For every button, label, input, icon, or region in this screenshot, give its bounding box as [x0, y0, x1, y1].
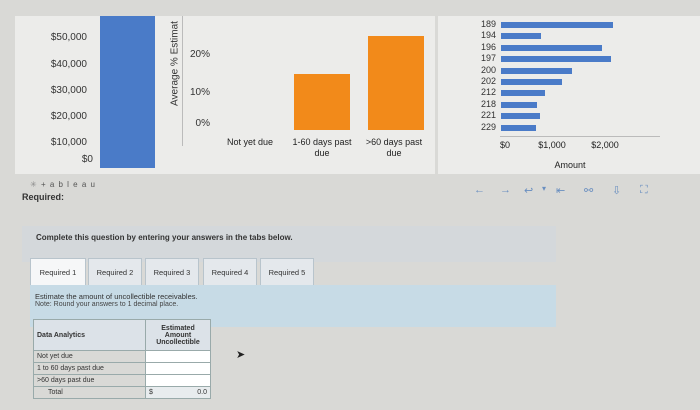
row-label: 229: [480, 121, 496, 132]
amount-hbar: [501, 33, 541, 40]
undo-icon[interactable]: ←: [474, 184, 485, 196]
tab-required-2[interactable]: Required 2: [88, 258, 142, 286]
row-label: Not yet due: [33, 350, 146, 363]
row-label: >60 days past due: [33, 374, 146, 387]
table-header: Data Analytics: [33, 319, 146, 351]
y-tick: $20,000: [50, 111, 87, 122]
y-tick: $30,000: [50, 85, 87, 96]
y-tick: $50,000: [50, 32, 87, 43]
share-icon[interactable]: ⚯: [584, 185, 594, 197]
y-axis-line: [182, 16, 183, 146]
amount-hbar: [501, 113, 541, 120]
x-tick-label: Not yet due: [226, 137, 274, 147]
tab-required-3[interactable]: Required 3: [145, 258, 199, 286]
y-tick: 10%: [189, 87, 210, 98]
row-label: 1 to 60 days past due: [33, 362, 146, 375]
x-tick: $2,000: [591, 140, 619, 150]
instruction-text: Complete this question by entering your …: [36, 233, 293, 242]
total-cell: $ 0.0: [145, 386, 211, 399]
amount-hbar: [501, 22, 614, 28]
y-tick: $10,000: [50, 137, 87, 148]
x-tick-label: >60 days past due: [365, 137, 423, 158]
tableau-mark-icon: ✳: [30, 180, 38, 189]
x-axis-label: Amount: [554, 160, 586, 170]
required-heading: Required:: [22, 192, 65, 202]
download-icon[interactable]: ⇩: [612, 185, 622, 197]
estimate-input-over-60[interactable]: [145, 374, 211, 387]
row-label: 196: [480, 41, 496, 52]
amount-hbar: [501, 90, 546, 97]
table-row: 1 to 60 days past due: [33, 362, 211, 375]
row-label: Total: [33, 386, 146, 399]
estimate-input-1-to-60[interactable]: [145, 362, 211, 375]
row-label: 221: [480, 110, 496, 121]
table-row: Not yet due: [33, 350, 211, 363]
x-tick: $0: [499, 140, 510, 150]
tab-required-1[interactable]: Required 1: [30, 258, 86, 286]
amount-hbar: [501, 44, 602, 51]
y-tick: $0: [81, 154, 93, 165]
amount-bar: [100, 16, 155, 168]
instruction-box: Complete this question by entering your …: [22, 226, 556, 262]
fullscreen-icon[interactable]: ⛶: [640, 184, 648, 196]
dropdown-icon[interactable]: ▾: [542, 184, 547, 193]
revert-icon[interactable]: ↩: [524, 185, 534, 197]
y-tick: $40,000: [50, 59, 87, 70]
amount-hbar: [501, 79, 563, 85]
row-label: 194: [480, 30, 496, 41]
pause-icon[interactable]: ⇤: [556, 185, 566, 197]
currency-sign: $: [149, 389, 153, 396]
x-tick: $1,000: [538, 140, 566, 150]
y-tick: 20%: [189, 49, 210, 60]
chart-panel-left: [15, 16, 435, 174]
pct-bar-1: [294, 73, 350, 130]
table-row: Total $ 0.0: [33, 386, 211, 399]
amount-hbar: [501, 124, 537, 131]
row-label: 212: [480, 87, 496, 98]
y-tick: 0%: [195, 118, 210, 129]
task-line-2: Note: Round your answers to 1 decimal pl…: [35, 301, 179, 308]
mouse-cursor-icon: ➤: [236, 349, 246, 361]
total-value: 0.0: [197, 389, 207, 396]
pct-bar-2: [368, 36, 424, 130]
estimate-input-not-yet-due[interactable]: [145, 350, 211, 363]
x-tick-label: 1-60 days past due: [292, 137, 352, 158]
amount-hbar: [501, 101, 537, 108]
row-label: 218: [480, 98, 496, 109]
task-line-1: Estimate the amount of uncollectible rec…: [35, 292, 198, 301]
y-axis-label: Average % Estimat: [169, 21, 181, 106]
redo-icon[interactable]: →: [500, 184, 511, 196]
tableau-logo: ✳ + a b l e a u: [30, 180, 96, 189]
row-label: 200: [480, 64, 496, 75]
table-header: Estimated Amount Uncollectible: [145, 319, 211, 351]
row-label: 202: [480, 76, 496, 86]
answer-table: Data Analytics Estimated Amount Uncollec…: [33, 319, 211, 399]
row-label: 189: [480, 19, 496, 29]
tab-required-5[interactable]: Required 5: [260, 258, 314, 286]
tab-required-4[interactable]: Required 4: [203, 258, 257, 286]
chart-panel-right: [438, 16, 700, 174]
row-label: 197: [480, 53, 496, 64]
table-row: >60 days past due: [33, 374, 211, 387]
amount-hbar: [501, 56, 611, 63]
task-box: Estimate the amount of uncollectible rec…: [30, 285, 556, 327]
amount-hbar: [501, 67, 573, 74]
x-axis-line: [500, 136, 660, 137]
